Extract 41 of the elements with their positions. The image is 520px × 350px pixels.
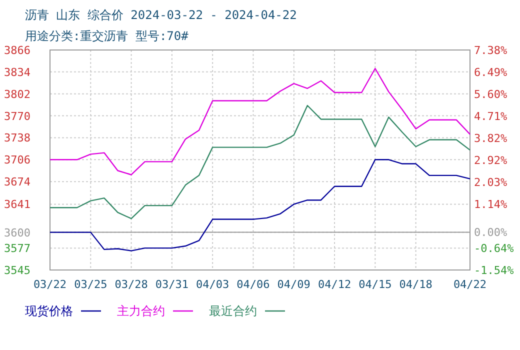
- x-tick-label: 03/31: [155, 278, 188, 291]
- y2-tick-label: 3.82%: [474, 132, 508, 145]
- y2-tick-label: 0.00%: [474, 226, 508, 240]
- x-tick-label: 04/15: [358, 278, 392, 291]
- y-tick-label: 3600: [4, 226, 30, 240]
- y2-tick-label: -1.54%: [474, 264, 514, 277]
- legend-label: 现货价格: [25, 304, 73, 318]
- y-tick-label: 3738: [4, 132, 30, 145]
- y-tick-label: 3802: [4, 88, 30, 101]
- x-tick-label: 03/28: [114, 278, 148, 291]
- y2-tick-label: 1.14%: [474, 198, 508, 211]
- x-tick-label: 04/06: [236, 278, 270, 291]
- legend-label: 最近合约: [209, 304, 257, 318]
- line-series: [49, 159, 471, 252]
- y-tick-label: 3577: [4, 242, 30, 256]
- line-series: [49, 104, 471, 220]
- x-tick-label: 03/22: [33, 278, 67, 291]
- y2-tick-label: 5.60%: [474, 88, 508, 101]
- x-tick-label: 04/22: [453, 278, 487, 291]
- x-tick-label: 04/18: [399, 278, 432, 291]
- y-tick-label: 3641: [4, 198, 30, 212]
- y2-tick-label: 6.49%: [474, 66, 508, 79]
- y-tick-label: 3866: [4, 44, 30, 57]
- y-tick-label: 3674: [4, 176, 31, 189]
- legend-label: 主力合约: [117, 304, 165, 318]
- x-tick-label: 04/12: [318, 278, 352, 291]
- x-tick-label: 03/25: [74, 278, 108, 291]
- y2-tick-label: 4.71%: [474, 110, 508, 123]
- y-tick-label: 3545: [4, 264, 30, 277]
- y2-tick-label: -0.64%: [474, 242, 514, 255]
- subtitle: 用途分类:重交沥青 型号:70#: [25, 29, 188, 43]
- y2-tick-label: 2.92%: [474, 154, 508, 167]
- x-tick-label: 04/03: [196, 278, 230, 291]
- y-tick-label: 3770: [4, 110, 30, 123]
- x-tick-label: 04/09: [277, 278, 310, 291]
- line-series: [49, 68, 471, 176]
- y-tick-label: 3834: [4, 66, 31, 79]
- y2-tick-label: 2.03%: [474, 176, 508, 189]
- y-tick-label: 3706: [4, 154, 30, 167]
- y2-tick-label: 7.38%: [474, 44, 508, 57]
- title: 沥青 山东 综合价 2024-03-22 - 2024-04-22: [25, 8, 297, 22]
